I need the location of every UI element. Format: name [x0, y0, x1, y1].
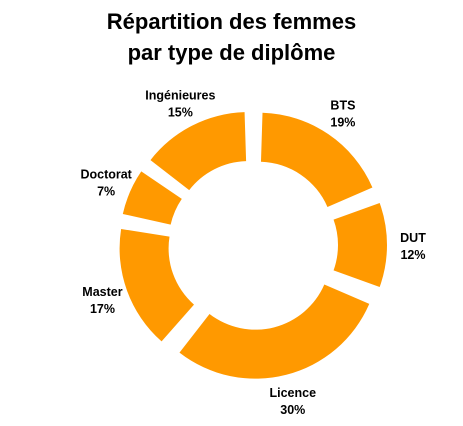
donut-slice-licence — [179, 284, 370, 379]
chart-title-line-1: Répartition des femmes — [106, 9, 357, 34]
slice-label-name: Ingénieures — [145, 88, 215, 102]
donut-slice-ingénieures — [150, 112, 247, 191]
donut-slice-master — [119, 228, 194, 342]
slice-label-percent: 19% — [330, 116, 355, 130]
slice-label-licence: Licence 30% — [270, 386, 317, 417]
slice-label-name: Doctorat — [80, 167, 132, 181]
slice-label-dut: DUT 12% — [400, 231, 426, 262]
chart-title-line-2: par type de diplôme — [127, 40, 336, 65]
slice-label-bts: BTS 19% — [330, 99, 355, 130]
slice-label-master: Master 17% — [82, 285, 122, 316]
donut-slice-bts — [260, 112, 373, 207]
slice-label-percent: 17% — [90, 302, 115, 316]
slice-label-percent: 15% — [168, 105, 193, 119]
donut-slice-doctorat — [122, 171, 182, 225]
donut-slice-dut — [333, 202, 387, 288]
slice-label-percent: 30% — [280, 403, 305, 417]
slice-label-name: DUT — [400, 231, 426, 245]
slice-label-ingénieures: Ingénieures 15% — [145, 88, 215, 119]
slice-label-doctorat: Doctorat 7% — [80, 167, 132, 198]
chart-title: Répartition des femmes par type de diplô… — [0, 6, 463, 68]
slice-label-name: Licence — [270, 386, 317, 400]
slice-label-name: BTS — [330, 99, 355, 113]
slice-label-percent: 7% — [97, 184, 115, 198]
slice-label-name: Master — [82, 285, 122, 299]
slice-label-percent: 12% — [400, 248, 425, 262]
